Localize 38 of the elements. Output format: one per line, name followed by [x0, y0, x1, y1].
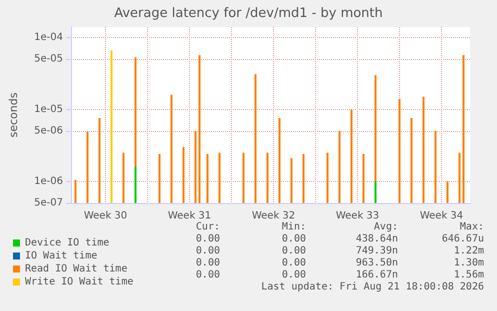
text: 0.00	[196, 234, 220, 244]
x-tick-label: Week 33	[336, 210, 380, 222]
chart-title: Average latency for /dev/md1 - by month	[114, 6, 383, 21]
text: 749.39n	[356, 246, 398, 256]
text: Max:	[460, 222, 484, 232]
text: Min:	[282, 222, 306, 232]
y-tick-label: 5e-06	[34, 126, 63, 137]
text: 438.64n	[356, 234, 398, 244]
x-tick-label: Week 30	[84, 210, 128, 222]
y-tick-label: 5e-05	[34, 54, 63, 65]
text: 1.56m	[454, 270, 484, 280]
text: 1.30m	[454, 258, 484, 268]
text: 963.50n	[356, 258, 398, 268]
x-tick-label: Week 31	[168, 210, 212, 222]
text: 0.00	[282, 270, 306, 280]
text: Avg:	[374, 222, 398, 232]
text: 166.67n	[356, 270, 398, 280]
y-tick-label: 5e-07	[34, 198, 63, 208]
text: 0.00	[282, 234, 306, 244]
text: 646.67u	[442, 234, 484, 244]
text: 0.00	[282, 258, 306, 268]
y-tick-label: 1e-05	[34, 104, 63, 115]
text: Cur:	[196, 222, 220, 232]
text: 0.00	[196, 246, 220, 256]
text: Last update: Fri Aug 21 18:00:08 2026	[261, 282, 484, 292]
y-tick-label: 1e-06	[34, 176, 63, 187]
x-tick-label: Week 32	[252, 210, 296, 222]
y-axis-title: seconds	[7, 92, 20, 138]
text: 1.22m	[454, 246, 484, 256]
text: 0.00	[196, 270, 220, 280]
x-tick-label: Week 34	[420, 210, 464, 222]
legend-label: IO Wait time	[25, 250, 98, 262]
y-tick-label: 1e-04	[34, 32, 63, 44]
text: 0.00	[196, 258, 220, 268]
legend-label: Write IO Wait time	[25, 276, 134, 288]
legend-label: Read IO Wait time	[25, 264, 128, 274]
text: 0.00	[282, 246, 306, 256]
legend-label: Device IO time	[25, 238, 110, 248]
